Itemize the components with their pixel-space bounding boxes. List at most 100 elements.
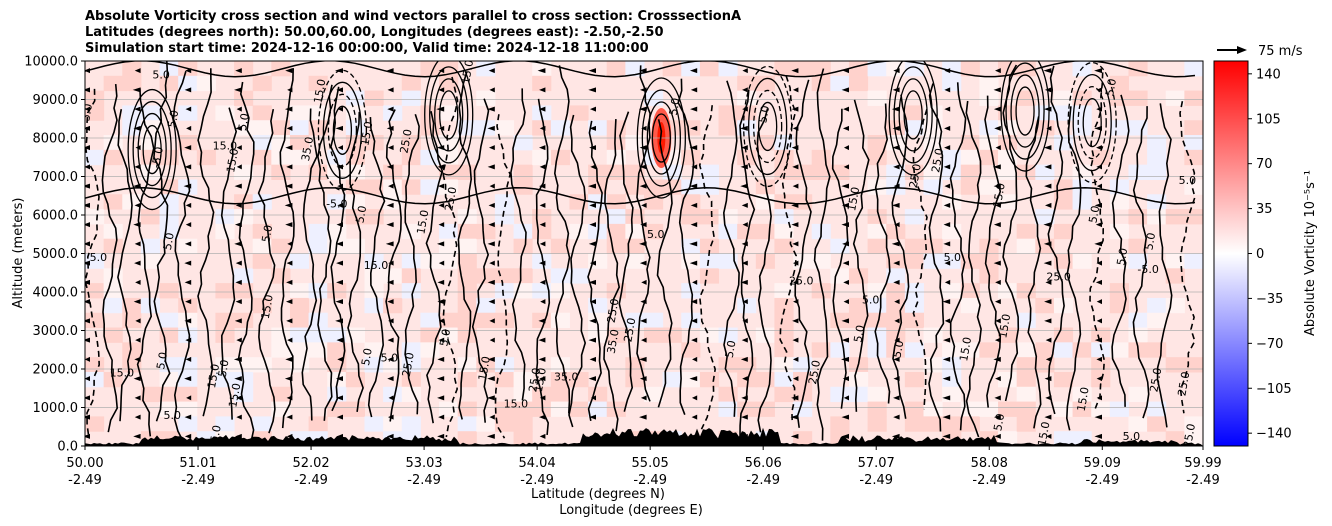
wind-vector-arrow	[438, 125, 445, 131]
wind-vector-arrow	[185, 299, 192, 305]
contour-line	[1025, 116, 1042, 429]
field-cell	[867, 238, 887, 254]
wind-vector-arrow	[386, 433, 394, 439]
wind-vector-arrow	[588, 376, 596, 382]
wind-vector-arrow	[1096, 356, 1102, 362]
wind-vector-arrow	[184, 164, 192, 170]
field-cell	[159, 149, 179, 166]
field-cell	[681, 209, 701, 225]
wind-vector-arrow	[993, 356, 1001, 362]
wind-vector-arrow	[690, 106, 698, 112]
field-cell	[234, 312, 254, 329]
field-cell	[476, 90, 496, 106]
y-tick-label: 2000.0	[33, 363, 79, 378]
wind-vector-arrow	[944, 183, 951, 189]
wind-vector-arrow	[133, 183, 141, 189]
wind-vector-arrow	[133, 433, 141, 439]
wind-vector-arrow	[438, 87, 445, 93]
wind-vector-arrow	[841, 202, 849, 208]
field-cell	[1147, 416, 1167, 432]
contour-ring	[127, 88, 177, 211]
field-cell	[979, 179, 999, 195]
field-cell	[327, 283, 347, 299]
field-cell	[811, 61, 831, 77]
wind-vector-arrow	[285, 356, 293, 362]
contour-label: 5.0	[667, 97, 683, 116]
field-cell	[550, 312, 570, 329]
field-cell	[569, 401, 589, 417]
field-cell	[737, 223, 757, 240]
wind-vector-arrow	[841, 414, 849, 420]
field-cell	[886, 253, 906, 269]
contour-line	[677, 78, 695, 415]
field-cell	[476, 312, 496, 329]
x-tick-label-lat: 51.01	[179, 456, 216, 471]
field-cell	[625, 135, 645, 151]
wind-vector-arrow	[388, 260, 394, 266]
wind-vector-arrow	[540, 299, 546, 305]
wind-vector-arrow	[639, 414, 647, 420]
contour-label: 5.0	[208, 424, 224, 443]
field-cell	[345, 401, 365, 417]
contour-label: 5.0	[756, 105, 772, 124]
contour-line	[347, 111, 364, 413]
field-cell	[979, 90, 999, 106]
x-tick-label-lon: -2.49	[520, 473, 554, 488]
field-cell	[1053, 105, 1074, 121]
field-cell	[215, 416, 235, 432]
wind-vector-arrow	[995, 145, 1001, 151]
contour-label: 5.0	[1103, 78, 1119, 97]
wind-vector-arrow	[589, 106, 596, 112]
field-cell	[252, 105, 272, 121]
colorbar: −140 −105 −70 −35 0 35 70 105 140 Absolute Vorti…	[1213, 60, 1318, 447]
colorbar-tick-label: 70	[1256, 157, 1273, 172]
wind-vector-arrow	[285, 222, 293, 228]
field-cell	[215, 283, 235, 299]
field-cell	[252, 135, 272, 151]
y-tick-label: 0.0	[57, 440, 78, 455]
wind-vector-arrow	[589, 356, 596, 362]
field-cell	[550, 149, 570, 166]
wind-vector-arrow	[894, 337, 900, 343]
field-cell	[737, 401, 757, 417]
wind-vector-arrow	[639, 183, 647, 189]
field-cell	[867, 297, 887, 314]
field-cell	[979, 342, 999, 358]
wind-vector-arrow	[741, 395, 748, 401]
field-cell	[960, 164, 980, 180]
wind-vector-arrow	[740, 164, 748, 170]
contour-line	[1002, 64, 1020, 402]
field-cell	[159, 386, 179, 403]
wind-vector-arrow	[792, 356, 799, 362]
contour-line	[494, 114, 512, 439]
contour-line	[330, 86, 346, 412]
wind-vector-arrow	[944, 279, 951, 285]
field-cell	[1091, 401, 1111, 417]
field-cell	[103, 297, 123, 314]
wind-vector-arrow	[1096, 106, 1102, 112]
field-cell	[699, 61, 720, 77]
field-cell	[681, 179, 701, 195]
wind-vector-arrow	[236, 106, 242, 112]
contour-ring	[758, 101, 778, 152]
contour-label: 15.0	[532, 367, 549, 393]
wind-vector-arrow	[85, 125, 90, 131]
wind-vector-arrow	[538, 260, 546, 266]
wind-vector-arrow	[134, 395, 141, 401]
field-cell	[289, 120, 310, 136]
field-cell	[252, 253, 272, 269]
field-cell	[718, 120, 738, 136]
field-cell	[681, 149, 701, 166]
field-cell	[718, 253, 738, 269]
colorbar-tick-label: −70	[1256, 337, 1283, 352]
wind-vector-arrow	[286, 164, 293, 170]
contour-label: 35.0	[299, 136, 316, 162]
wind-vector-arrow	[539, 395, 546, 401]
x-tick-label-lat: 56.06	[745, 456, 782, 471]
wind-vector-arrow	[894, 299, 900, 305]
wind-vector-arrow	[790, 433, 799, 439]
wind-vector-arrow	[135, 337, 141, 343]
contour-label: 25.0	[1175, 371, 1192, 397]
wind-vector-arrow	[235, 299, 242, 305]
field-cell	[606, 327, 626, 343]
